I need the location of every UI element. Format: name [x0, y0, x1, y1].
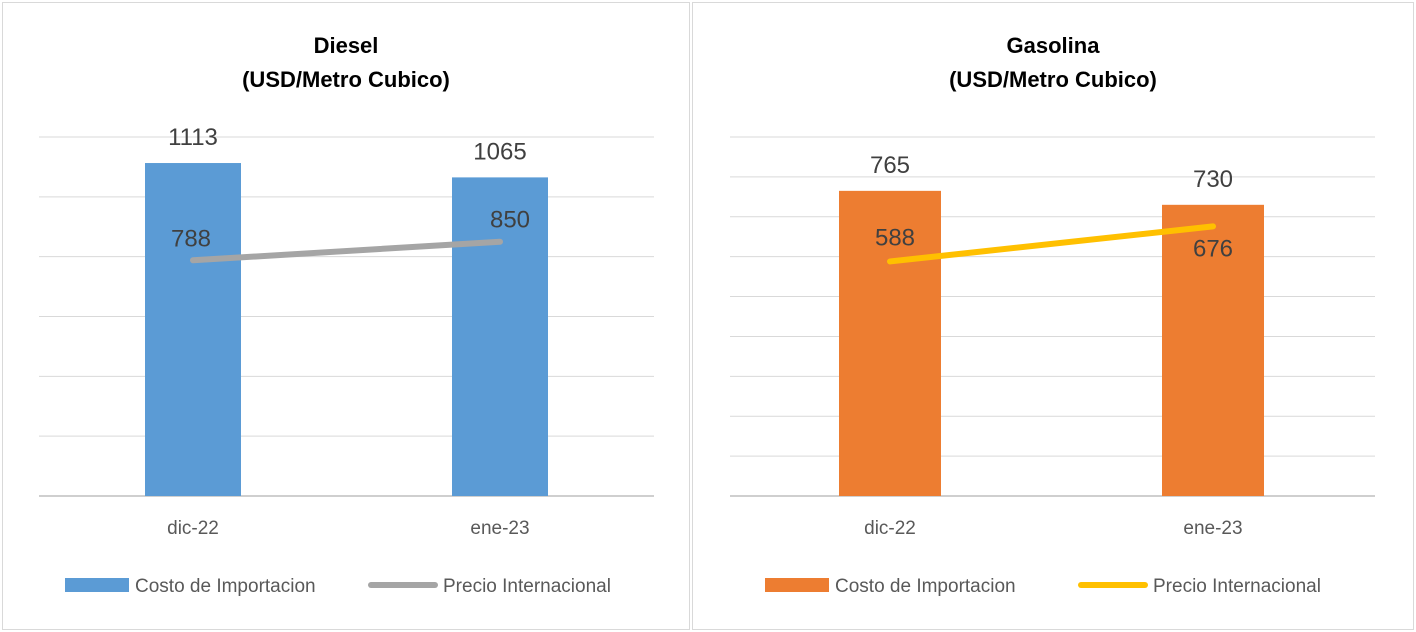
chart-title-line1: Gasolina — [1007, 33, 1101, 58]
gasolina-chart-panel: Gasolina (USD/Metro Cubico) 765 dic-22 730 en… — [692, 2, 1414, 630]
bar-dic-22 — [839, 190, 941, 496]
legend-bar-swatch — [765, 578, 829, 592]
line-data-label: 588 — [875, 224, 915, 251]
legend-bar-swatch — [65, 578, 129, 592]
bar-data-label: 1113 — [168, 124, 218, 151]
legend-bar-label: Costo de Importacion — [135, 576, 316, 597]
line-data-label: 788 — [171, 225, 211, 252]
x-tick-label: dic-22 — [864, 518, 916, 539]
bar-data-label: 730 — [1193, 166, 1233, 193]
bar-ene-23 — [452, 177, 548, 496]
legend-line-label: Precio Internacional — [1153, 576, 1321, 597]
line-series — [190, 238, 503, 264]
x-tick-label: dic-22 — [167, 518, 219, 539]
chart-title-line2: (USD/Metro Cubico) — [242, 67, 450, 92]
legend-bar-label: Costo de Importacion — [835, 576, 1016, 597]
legend-line-label: Precio Internacional — [443, 576, 611, 597]
chart-title-line2: (USD/Metro Cubico) — [949, 67, 1157, 92]
gasolina-chart: Gasolina (USD/Metro Cubico) 765 dic-22 730 en… — [730, 33, 1375, 597]
chart-title-line1: Diesel — [314, 33, 379, 58]
line-series — [887, 223, 1216, 265]
x-tick-label: ene-23 — [1183, 518, 1242, 539]
diesel-chart: Diesel (USD/Metro Cubico) 1113 dic-22 1065 en… — [39, 33, 654, 597]
bar-ene-23 — [1162, 204, 1264, 497]
bar-data-label: 1065 — [473, 138, 526, 165]
line-data-label: 850 — [490, 207, 530, 234]
diesel-chart-panel: Diesel (USD/Metro Cubico) 1113 dic-22 1065 en… — [2, 2, 690, 630]
line-data-label: 676 — [1193, 235, 1233, 262]
x-tick-label: ene-23 — [470, 518, 529, 539]
bar-data-label: 765 — [870, 152, 910, 179]
bar-dic-22 — [145, 163, 241, 496]
